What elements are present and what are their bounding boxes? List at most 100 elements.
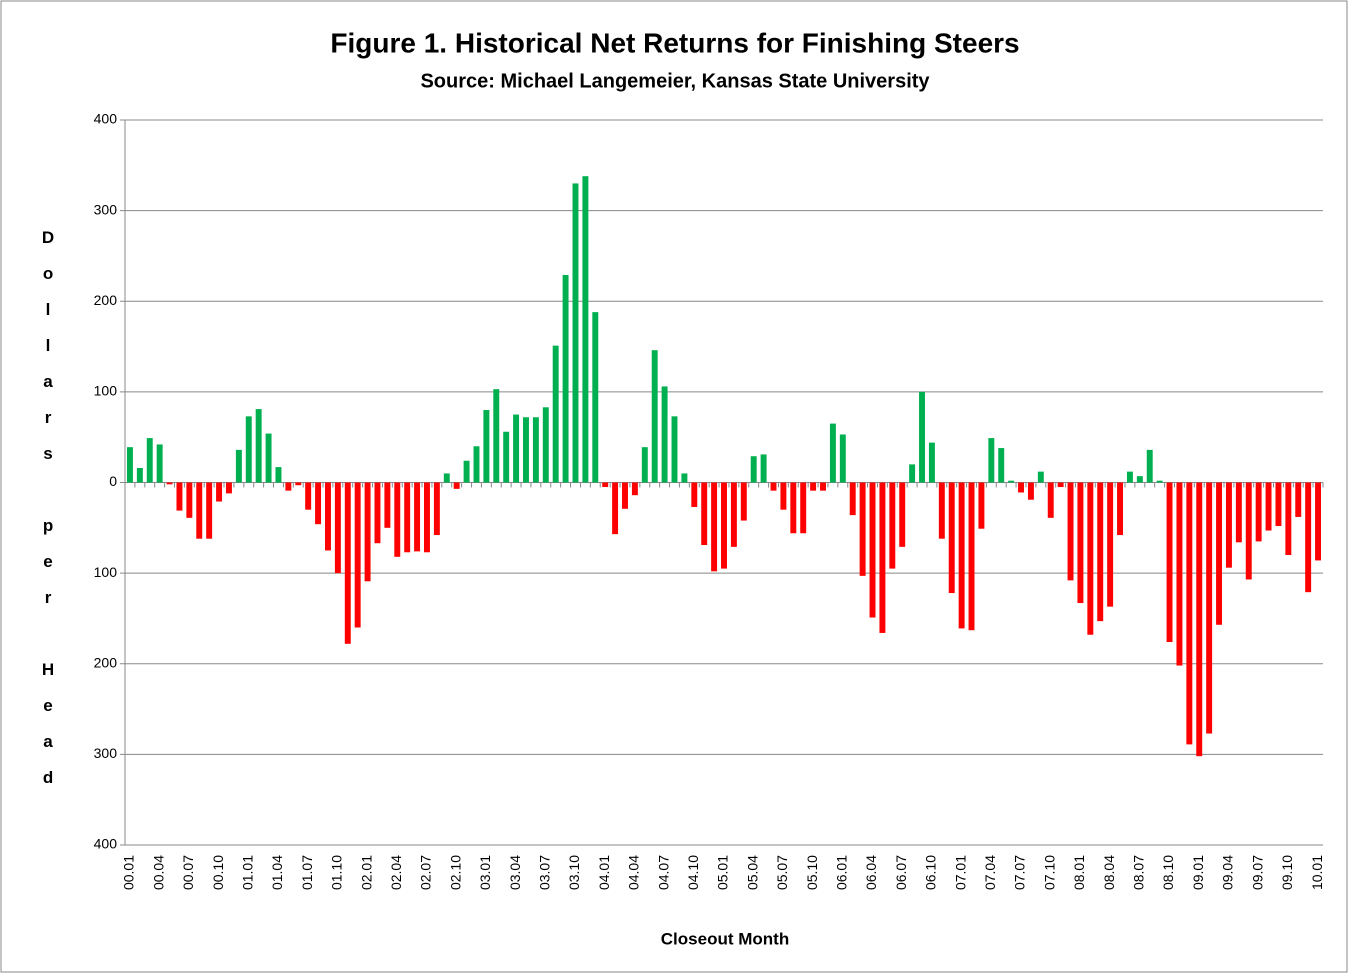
bar	[552, 345, 559, 483]
bar	[740, 482, 747, 521]
x-axis-label: Closeout Month	[661, 929, 789, 948]
x-tick-label: 07.04	[982, 855, 998, 890]
bar	[602, 482, 609, 488]
bar	[1206, 482, 1213, 734]
bar	[839, 434, 846, 483]
bar	[829, 423, 836, 483]
bar	[592, 312, 599, 483]
x-tick-label: 04.04	[626, 855, 642, 890]
x-tick-label: 04.01	[596, 855, 612, 890]
bar	[869, 482, 876, 618]
bar	[245, 416, 252, 483]
bar	[285, 482, 292, 491]
bar	[1216, 482, 1223, 625]
bar	[473, 446, 480, 483]
bar	[136, 468, 143, 483]
bar	[394, 482, 401, 557]
x-tick-label: 04.10	[685, 855, 701, 890]
bar	[1196, 482, 1203, 757]
x-tick-label: 04.07	[655, 855, 671, 890]
bar	[126, 447, 133, 483]
bar	[156, 444, 163, 483]
x-tick-label: 02.04	[388, 855, 404, 890]
bar	[1275, 482, 1282, 526]
bar	[681, 473, 688, 483]
y-tick-label: 400	[94, 836, 118, 852]
x-tick-label: 05.01	[715, 855, 731, 890]
x-tick-label: 10.01	[1309, 855, 1325, 890]
y-tick-label: 400	[94, 111, 118, 127]
bar	[661, 386, 668, 483]
bar	[1305, 482, 1312, 593]
bar	[968, 482, 975, 631]
bar	[503, 431, 510, 483]
x-tick-label: 06.07	[893, 855, 909, 890]
y-tick-label: 200	[94, 654, 118, 670]
bar	[641, 447, 648, 483]
bar	[146, 438, 153, 483]
bar	[770, 482, 777, 491]
bar	[414, 482, 421, 552]
bar	[820, 482, 826, 491]
bar	[1018, 482, 1024, 493]
bar	[1225, 482, 1232, 568]
bar	[225, 482, 232, 494]
bar	[701, 482, 708, 546]
bar	[978, 482, 985, 529]
y-tick-label: 0	[109, 473, 117, 489]
y-tick-label: 200	[94, 292, 118, 308]
bar	[998, 448, 1005, 483]
y-tick-label: 300	[94, 745, 118, 761]
bar	[493, 389, 500, 483]
bar	[879, 482, 886, 633]
bar	[166, 482, 173, 485]
bar	[1057, 482, 1064, 488]
bar	[1027, 482, 1034, 500]
bar	[622, 482, 628, 509]
bar	[671, 416, 678, 483]
x-tick-label: 01.04	[269, 855, 285, 890]
x-tick-label: 08.07	[1131, 855, 1147, 890]
bar	[275, 467, 282, 483]
bar	[582, 176, 589, 483]
bar	[315, 482, 322, 525]
bar	[948, 482, 955, 594]
bar	[542, 407, 549, 483]
bar	[760, 454, 767, 483]
bar	[612, 482, 619, 535]
bar	[691, 482, 698, 507]
x-tick-label: 05.04	[744, 855, 760, 890]
x-tick-label: 06.04	[863, 855, 879, 890]
bar	[849, 482, 856, 516]
x-tick-label: 05.07	[774, 855, 790, 890]
bar	[790, 482, 797, 534]
bar	[1077, 482, 1084, 604]
y-axis-label: Dollars per Head	[39, 228, 58, 804]
bar	[1285, 482, 1292, 555]
x-tick-label: 00.07	[180, 855, 196, 890]
bar	[919, 391, 925, 483]
chart-subtitle: Source: Michael Langemeier, Kansas State…	[420, 70, 930, 92]
x-tick-label: 02.01	[358, 855, 374, 890]
x-tick-label: 00.04	[150, 855, 166, 890]
x-tick-label: 03.07	[536, 855, 552, 890]
bar	[483, 410, 490, 483]
x-tick-label: 00.01	[121, 855, 137, 890]
bar	[463, 460, 470, 483]
bar	[889, 482, 896, 569]
bar	[1166, 482, 1173, 642]
y-tick-label: 100	[94, 564, 118, 580]
bar	[523, 417, 529, 483]
x-tick-label: 02.07	[418, 855, 434, 890]
bar	[750, 456, 757, 483]
bar	[1037, 471, 1044, 483]
bar	[928, 442, 935, 483]
bar	[354, 482, 361, 628]
bar	[800, 482, 807, 534]
bar	[344, 482, 351, 644]
bar	[721, 482, 727, 569]
bar	[216, 482, 223, 502]
bar	[909, 464, 916, 483]
chart-title: Figure 1. Historical Net Returns for Fin…	[330, 27, 1019, 58]
